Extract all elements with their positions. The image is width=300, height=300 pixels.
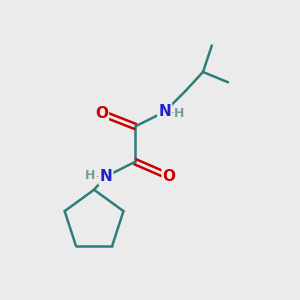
Text: N: N [100, 169, 112, 184]
Text: H: H [174, 107, 184, 120]
Text: N: N [158, 104, 171, 119]
Text: O: O [95, 106, 108, 121]
Text: H: H [85, 169, 96, 182]
Text: O: O [163, 169, 176, 184]
